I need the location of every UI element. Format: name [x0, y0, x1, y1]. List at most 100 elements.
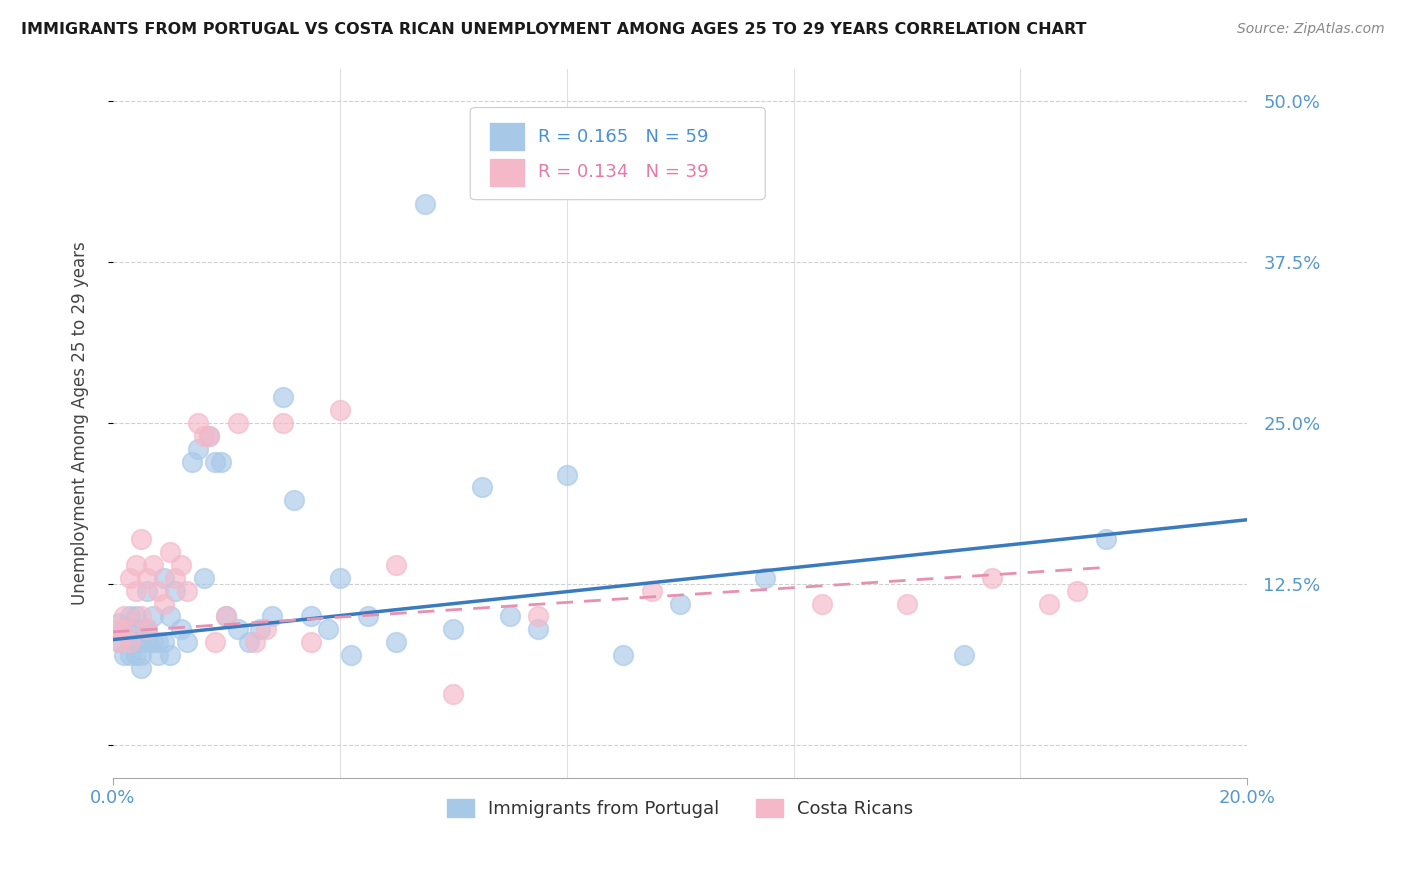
Point — [124, 558, 146, 572]
Point — [124, 623, 146, 637]
Point — [118, 635, 141, 649]
Point — [118, 648, 141, 662]
Point — [129, 661, 152, 675]
Point — [441, 687, 464, 701]
Point — [165, 583, 187, 598]
Point — [193, 429, 215, 443]
Point — [243, 635, 266, 649]
Point — [176, 635, 198, 649]
Point — [952, 648, 974, 662]
Point — [669, 597, 692, 611]
Y-axis label: Unemployment Among Ages 25 to 29 years: Unemployment Among Ages 25 to 29 years — [72, 241, 89, 605]
Point — [198, 429, 221, 443]
Point — [641, 583, 664, 598]
Point — [811, 597, 834, 611]
Point — [135, 623, 157, 637]
Point — [187, 416, 209, 430]
Point — [215, 609, 238, 624]
FancyBboxPatch shape — [489, 123, 523, 150]
Point — [471, 481, 494, 495]
Point — [129, 648, 152, 662]
Point — [413, 197, 436, 211]
Point — [204, 455, 226, 469]
Point — [385, 558, 408, 572]
Point — [441, 623, 464, 637]
Point — [142, 558, 165, 572]
Point — [129, 609, 152, 624]
Point — [254, 623, 277, 637]
Point — [124, 583, 146, 598]
Point — [283, 493, 305, 508]
Point — [135, 583, 157, 598]
Point — [135, 623, 157, 637]
Point — [187, 442, 209, 456]
Point — [170, 558, 193, 572]
Point — [340, 648, 363, 662]
Point — [107, 635, 129, 649]
Point — [1094, 532, 1116, 546]
Point — [1066, 583, 1088, 598]
Point — [153, 571, 176, 585]
Point — [153, 635, 176, 649]
Point — [385, 635, 408, 649]
Point — [238, 635, 260, 649]
Point — [159, 648, 181, 662]
Point — [527, 609, 550, 624]
Point — [329, 571, 352, 585]
Point — [118, 609, 141, 624]
Point — [107, 635, 129, 649]
Point — [135, 635, 157, 649]
Point — [112, 609, 135, 624]
Point — [318, 623, 340, 637]
Point — [159, 545, 181, 559]
Point — [124, 635, 146, 649]
Point — [357, 609, 380, 624]
Point — [165, 571, 187, 585]
Point — [226, 416, 249, 430]
Point — [198, 429, 221, 443]
Point — [107, 615, 129, 630]
Point — [981, 571, 1004, 585]
Point — [148, 635, 170, 649]
Point — [527, 623, 550, 637]
Point — [124, 609, 146, 624]
Text: IMMIGRANTS FROM PORTUGAL VS COSTA RICAN UNEMPLOYMENT AMONG AGES 25 TO 29 YEARS C: IMMIGRANTS FROM PORTUGAL VS COSTA RICAN … — [21, 22, 1087, 37]
Point — [193, 571, 215, 585]
Point — [329, 403, 352, 417]
Point — [148, 583, 170, 598]
Point — [129, 532, 152, 546]
FancyBboxPatch shape — [470, 108, 765, 200]
Point — [1038, 597, 1060, 611]
Point — [107, 623, 129, 637]
FancyBboxPatch shape — [489, 159, 523, 186]
Point — [271, 390, 294, 404]
Point — [612, 648, 634, 662]
Point — [135, 571, 157, 585]
Legend: Immigrants from Portugal, Costa Ricans: Immigrants from Portugal, Costa Ricans — [440, 791, 921, 825]
Point — [299, 609, 322, 624]
Point — [142, 635, 165, 649]
Text: Source: ZipAtlas.com: Source: ZipAtlas.com — [1237, 22, 1385, 37]
Point — [112, 623, 135, 637]
Point — [112, 648, 135, 662]
Point — [118, 635, 141, 649]
Point — [159, 609, 181, 624]
Point — [124, 648, 146, 662]
Point — [118, 571, 141, 585]
Text: R = 0.165   N = 59: R = 0.165 N = 59 — [538, 128, 709, 145]
Point — [129, 623, 152, 637]
Point — [176, 583, 198, 598]
Point — [153, 597, 176, 611]
Point — [896, 597, 918, 611]
Point — [299, 635, 322, 649]
Point — [129, 635, 152, 649]
Point — [148, 648, 170, 662]
Point — [209, 455, 232, 469]
Point — [112, 623, 135, 637]
Point — [181, 455, 204, 469]
Point — [260, 609, 283, 624]
Point — [499, 609, 522, 624]
Text: R = 0.134   N = 39: R = 0.134 N = 39 — [538, 163, 709, 181]
Point — [754, 571, 776, 585]
Point — [204, 635, 226, 649]
